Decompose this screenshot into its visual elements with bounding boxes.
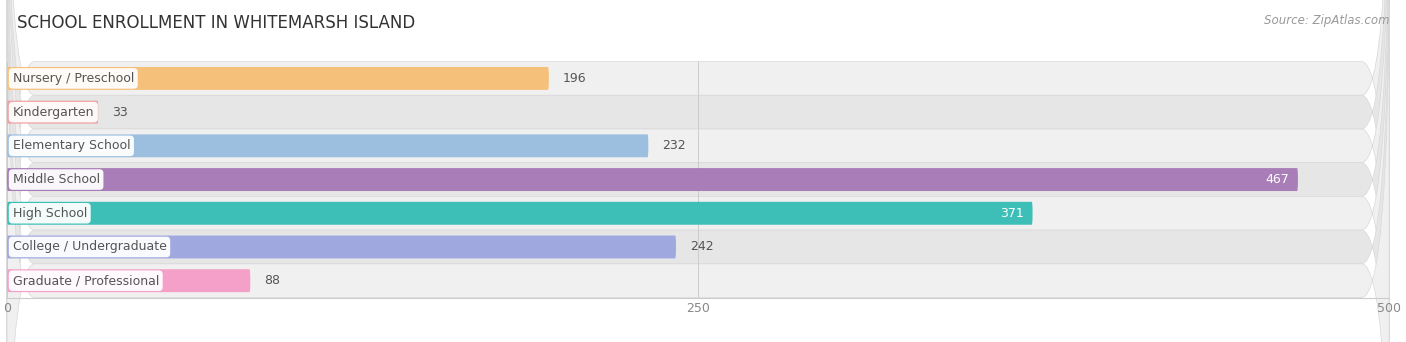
Text: 371: 371 [1001,207,1024,220]
Text: 196: 196 [562,72,586,85]
Text: 242: 242 [690,240,713,253]
FancyBboxPatch shape [7,67,548,90]
FancyBboxPatch shape [7,0,1389,342]
FancyBboxPatch shape [7,236,676,259]
Text: Kindergarten: Kindergarten [13,106,94,119]
FancyBboxPatch shape [7,134,648,157]
FancyBboxPatch shape [7,0,1389,342]
Text: SCHOOL ENROLLMENT IN WHITEMARSH ISLAND: SCHOOL ENROLLMENT IN WHITEMARSH ISLAND [17,14,415,32]
Text: High School: High School [13,207,87,220]
Text: Nursery / Preschool: Nursery / Preschool [13,72,134,85]
Text: Source: ZipAtlas.com: Source: ZipAtlas.com [1264,14,1389,27]
Text: Middle School: Middle School [13,173,100,186]
Text: 467: 467 [1265,173,1289,186]
FancyBboxPatch shape [7,0,1389,342]
FancyBboxPatch shape [7,269,250,292]
FancyBboxPatch shape [7,0,1389,342]
Text: College / Undergraduate: College / Undergraduate [13,240,166,253]
Text: 232: 232 [662,139,686,152]
FancyBboxPatch shape [7,0,1389,342]
Text: Graduate / Professional: Graduate / Professional [13,274,159,287]
FancyBboxPatch shape [7,0,1389,342]
FancyBboxPatch shape [7,101,98,123]
Text: Elementary School: Elementary School [13,139,131,152]
Text: 33: 33 [112,106,128,119]
FancyBboxPatch shape [7,168,1298,191]
Text: 88: 88 [264,274,280,287]
FancyBboxPatch shape [7,202,1032,225]
FancyBboxPatch shape [7,0,1389,342]
